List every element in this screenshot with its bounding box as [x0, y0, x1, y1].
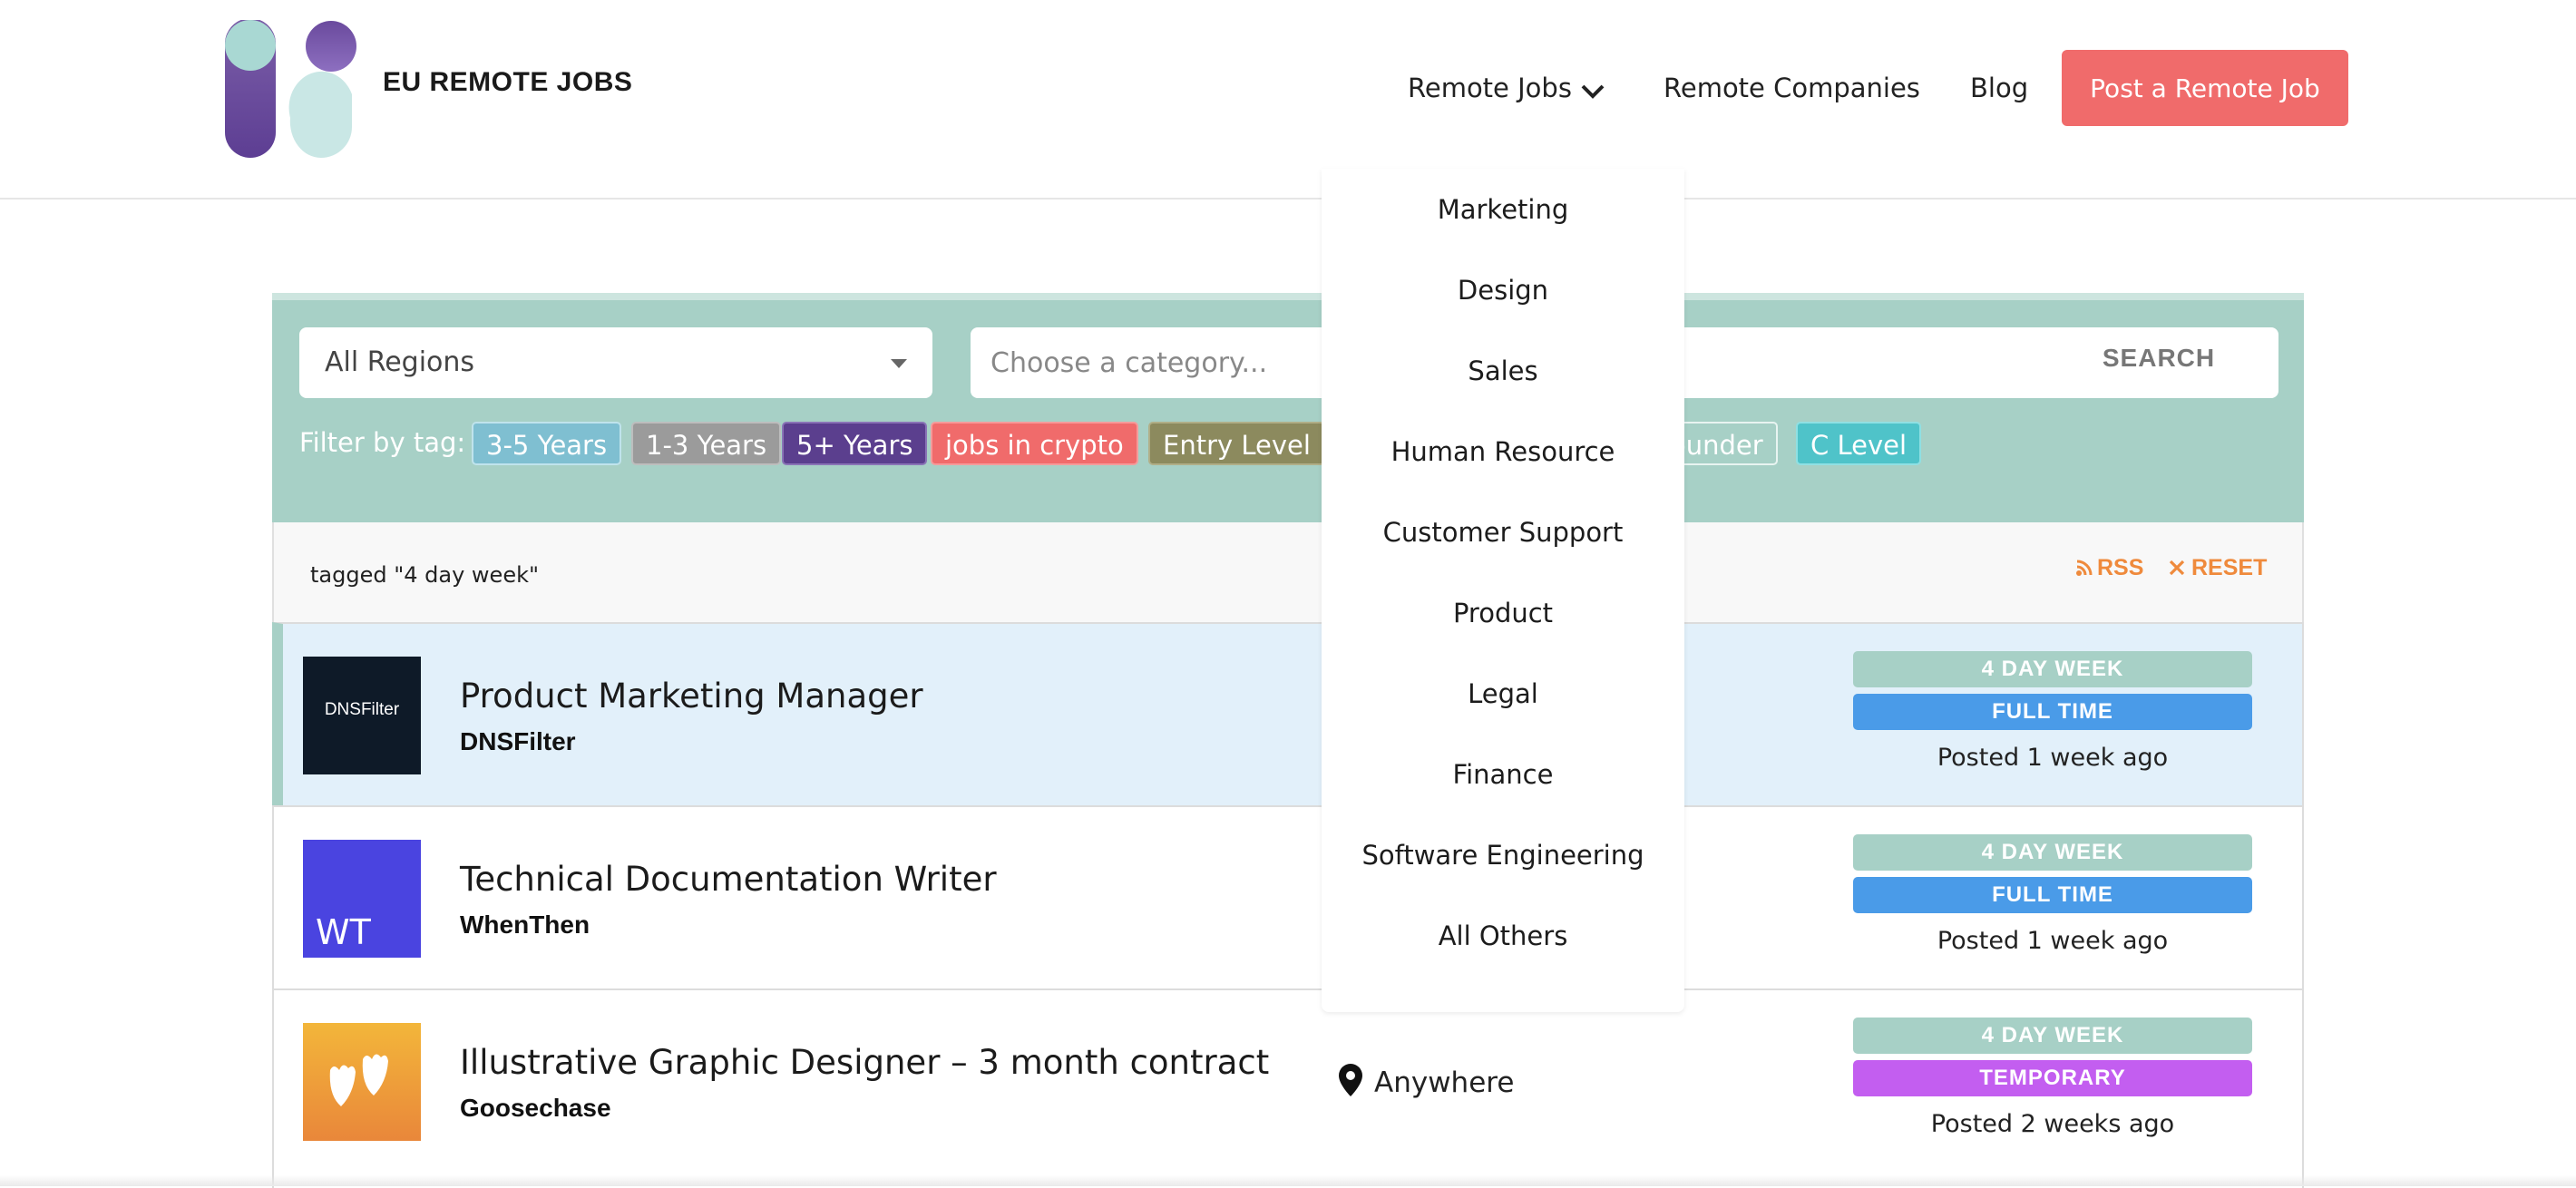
post-job-button[interactable]: Post a Remote Job	[2062, 50, 2348, 126]
tag-jobs-in-crypto[interactable]: jobs in crypto	[931, 422, 1138, 465]
dropdown-item-marketing[interactable]: Marketing	[1437, 194, 1569, 225]
site-header: EU REMOTE JOBS Remote Jobs Remote Compan…	[0, 0, 2576, 200]
job-location: Anywhere	[1338, 1063, 1514, 1099]
job-row[interactable]: WT Technical Documentation Writer WhenTh…	[272, 805, 2304, 988]
filter-label: Filter by tag:	[299, 427, 466, 458]
badge-4-day-week: 4 DAY WEEK	[1853, 834, 2252, 871]
tag-entry-level[interactable]: Entry Level	[1148, 422, 1325, 465]
dropdown-item-finance[interactable]: Finance	[1452, 759, 1554, 790]
goose-feet-icon	[329, 1054, 388, 1106]
dropdown-item-product[interactable]: Product	[1452, 598, 1554, 628]
badge-temporary: TEMPORARY	[1853, 1060, 2252, 1096]
remote-jobs-dropdown: Marketing Design Sales Human Resource Cu…	[1322, 169, 1684, 1012]
posted-date: Posted 2 weeks ago	[1930, 1110, 2175, 1138]
nav-blog[interactable]: Blog	[1970, 73, 2029, 103]
tagged-text: tagged "4 day week"	[310, 562, 540, 588]
region-select[interactable]: All Regions	[299, 327, 932, 398]
dropdown-item-software-engineering[interactable]: Software Engineering	[1361, 840, 1644, 871]
search-panel: All Regions SEARCH Filter by tag: 3-5 Ye…	[272, 293, 2304, 522]
dropdown-item-all-others[interactable]: All Others	[1438, 920, 1568, 951]
caret-down-icon	[891, 359, 907, 368]
nav-remote-jobs[interactable]: Remote Jobs	[1408, 73, 1605, 105]
rss-icon	[2076, 560, 2093, 576]
search-button[interactable]: SEARCH	[2102, 344, 2216, 372]
badge-4-day-week: 4 DAY WEEK	[1853, 651, 2252, 687]
company-logo-text: WT	[316, 912, 371, 952]
dropdown-item-design[interactable]: Design	[1457, 275, 1549, 306]
tag-1-3-years[interactable]: 1-3 Years	[631, 422, 782, 465]
badge-full-time: FULL TIME	[1853, 877, 2252, 913]
reset-label: RESET	[2191, 555, 2268, 580]
reset-link[interactable]: RESET	[2168, 555, 2267, 581]
badge-4-day-week: 4 DAY WEEK	[1853, 1018, 2252, 1054]
tag-5-plus-years[interactable]: 5+ Years	[782, 422, 928, 465]
bottom-shadow	[0, 1175, 2576, 1186]
region-select-value: All Regions	[325, 346, 475, 378]
company-logo-whenthen[interactable]: WT	[303, 840, 421, 958]
dropdown-item-sales[interactable]: Sales	[1468, 355, 1538, 386]
dropdown-item-legal[interactable]: Legal	[1468, 678, 1538, 709]
job-row[interactable]: DNSFilter Product Marketing Manager DNSF…	[272, 622, 2304, 805]
dropdown-item-human-resource[interactable]: Human Resource	[1390, 436, 1615, 467]
job-company[interactable]: Goosechase	[460, 1094, 611, 1122]
tag-3-5-years[interactable]: 3-5 Years	[472, 422, 622, 465]
dropdown-item-customer-support[interactable]: Customer Support	[1382, 517, 1624, 548]
posted-date: Posted 1 week ago	[1937, 744, 2169, 772]
company-logo-goosechase[interactable]	[303, 1023, 421, 1141]
job-location-label: Anywhere	[1374, 1066, 1515, 1099]
job-title[interactable]: Technical Documentation Writer	[460, 860, 997, 899]
tag-c-level[interactable]: C Level	[1796, 422, 1922, 465]
rss-link[interactable]: RSS	[2075, 555, 2143, 581]
posted-date: Posted 1 week ago	[1937, 927, 2169, 955]
map-pin-icon	[1339, 1064, 1362, 1096]
rss-label: RSS	[2097, 555, 2144, 580]
close-icon	[2169, 560, 2185, 576]
job-company[interactable]: DNSFilter	[460, 727, 576, 755]
nav-remote-jobs-label: Remote Jobs	[1408, 73, 1572, 103]
nav-remote-companies[interactable]: Remote Companies	[1664, 73, 1920, 103]
company-logo-dnsfilter[interactable]: DNSFilter	[303, 657, 421, 774]
tagged-bar: tagged "4 day week"	[272, 522, 2304, 622]
job-title[interactable]: Product Marketing Manager	[460, 677, 923, 716]
job-row[interactable]: Illustrative Graphic Designer – 3 month …	[272, 988, 2304, 1188]
logo-mark[interactable]	[225, 20, 361, 158]
brand-name[interactable]: EU REMOTE JOBS	[383, 67, 633, 97]
badge-full-time: FULL TIME	[1853, 694, 2252, 730]
company-logo-text: DNSFilter	[324, 700, 400, 719]
job-title[interactable]: Illustrative Graphic Designer – 3 month …	[460, 1043, 1270, 1082]
job-company[interactable]: WhenThen	[460, 910, 590, 939]
chevron-down-icon	[1581, 74, 1605, 105]
